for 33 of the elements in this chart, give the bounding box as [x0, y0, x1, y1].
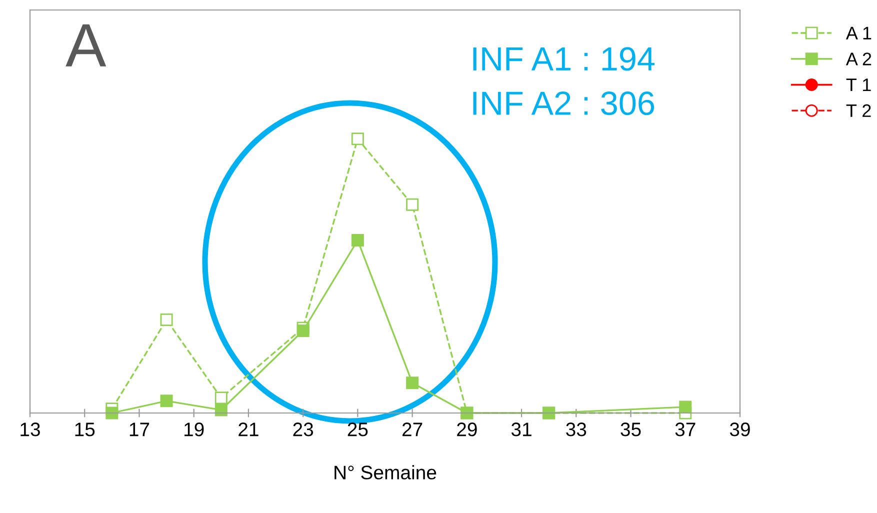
x-tick-label: 31	[511, 422, 532, 436]
x-tick-label: 39	[730, 422, 750, 436]
text: A	[66, 24, 106, 66]
point	[351, 234, 364, 247]
text: INF A2 : 306	[473, 91, 654, 116]
legend-label: A 2	[846, 52, 872, 66]
legend-label: T 1	[846, 78, 871, 92]
x-tick-label: 15	[75, 422, 95, 436]
x-tick-label: 37	[675, 422, 696, 436]
legend-label: T 2	[846, 104, 871, 117]
point	[406, 376, 419, 390]
point	[214, 404, 228, 416]
x-tick-label: 27	[402, 422, 422, 436]
x-tick-label: 19	[184, 422, 204, 436]
x-tick-label: 17	[130, 422, 150, 436]
point	[406, 198, 419, 211]
point	[351, 132, 364, 146]
x-tick-label: 23	[293, 422, 314, 436]
point	[679, 400, 692, 414]
x-tick-label: 29	[457, 422, 477, 436]
x-tick-label: 35	[620, 422, 641, 436]
x-axis-title: N° Semaine	[334, 465, 436, 480]
legend-label: A 1	[846, 26, 872, 40]
text: INF A1 : 194	[473, 47, 655, 71]
x-tick-label: 33	[566, 422, 586, 436]
point	[160, 394, 173, 408]
point	[106, 406, 118, 420]
point	[214, 392, 228, 404]
x-tick-label: 21	[238, 422, 258, 436]
x-tick-label: 13	[20, 422, 40, 436]
point	[296, 324, 310, 338]
x-tick-label: 25	[348, 422, 368, 436]
point	[160, 314, 173, 326]
